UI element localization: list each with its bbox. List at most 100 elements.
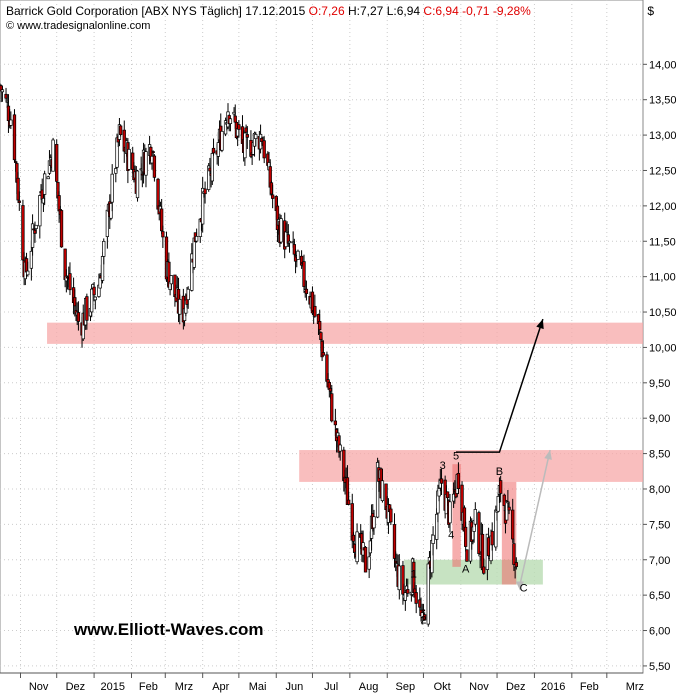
x-tick-label: Nov <box>469 681 489 693</box>
candle-body <box>465 549 469 562</box>
candle-body <box>228 118 233 124</box>
candle-body <box>502 494 506 506</box>
projection-layer <box>456 318 552 591</box>
candle-body <box>29 250 34 269</box>
candle-body <box>496 495 500 512</box>
candle-body <box>169 275 173 285</box>
candle-body <box>380 480 385 502</box>
alt-projection-tail <box>515 581 524 591</box>
candle-body <box>151 151 155 153</box>
candle-body <box>201 187 205 225</box>
candle-body <box>490 530 494 546</box>
y-tick-label: 7,50 <box>649 519 670 531</box>
candle-body <box>414 592 418 604</box>
candle-body <box>346 499 351 505</box>
y-tick-label: 12,50 <box>649 165 677 177</box>
wave-label: B <box>496 466 503 478</box>
candle-body <box>299 255 304 266</box>
candle-body <box>473 509 477 525</box>
candle-body <box>397 565 401 591</box>
x-tick-label: Nov <box>29 681 49 693</box>
candle-body <box>42 173 47 195</box>
y-tick-label: 8,00 <box>649 484 670 496</box>
candle-body <box>279 218 283 243</box>
candle-body <box>310 291 315 314</box>
low-value: L:6,94 <box>386 4 421 18</box>
x-tick-label: Dez <box>506 681 526 693</box>
y-tick-label: 11,00 <box>649 272 676 284</box>
wave-label: 1 <box>411 568 417 580</box>
x-tick-label: Feb <box>139 681 158 693</box>
wave-label: C <box>520 583 528 595</box>
candle-body <box>207 165 211 190</box>
candle-body <box>9 119 13 126</box>
y-tick-label: 12,00 <box>649 201 677 213</box>
candle-body <box>17 200 21 203</box>
wave-label: 5 <box>453 450 459 462</box>
candle-body <box>456 473 461 489</box>
x-tick-label: Okt <box>434 681 451 693</box>
candle-body <box>445 491 450 499</box>
candle-body <box>262 140 266 159</box>
candle-body <box>102 240 106 257</box>
candle-body <box>243 132 247 159</box>
candle-body <box>85 296 89 321</box>
title-text: Barrick Gold Corporation [ABX NYS Täglic… <box>6 4 306 18</box>
candle-body <box>439 478 444 484</box>
y-tick-label: 10,00 <box>649 342 677 354</box>
candle-body <box>512 543 516 565</box>
x-tick-label: Jul <box>324 681 338 693</box>
candle-body <box>16 177 20 201</box>
candle-body <box>318 321 322 331</box>
y-tick-label: 6,00 <box>649 626 670 638</box>
candle-body <box>338 444 342 452</box>
candle-body <box>21 205 25 261</box>
candle-body <box>435 513 439 540</box>
candle-body <box>367 556 371 570</box>
x-tick-label: Jun <box>285 681 303 693</box>
candle-body <box>210 153 214 182</box>
x-tick-label: Apr <box>212 681 229 693</box>
candle-body <box>220 131 224 151</box>
projection-path <box>456 318 544 453</box>
wave-label: 2 <box>420 614 426 626</box>
candle-body <box>372 516 376 529</box>
x-tick-label: Dez <box>66 681 86 693</box>
candle-body <box>51 139 55 172</box>
candle-body <box>330 393 334 422</box>
alt-projection-arrowhead <box>544 450 552 460</box>
y-tick-label: 13,50 <box>649 95 677 107</box>
candle-body <box>319 332 323 341</box>
candle-body <box>403 592 407 601</box>
candle-body <box>437 488 441 497</box>
y-tick-label: 8,50 <box>649 449 670 461</box>
candle-body <box>127 148 131 170</box>
candle-body <box>161 231 165 238</box>
candle-body <box>160 208 164 232</box>
y-tick-label: 11,50 <box>649 236 676 248</box>
candle-body <box>30 223 35 248</box>
projection-arrowhead <box>536 319 544 330</box>
candle-body <box>90 288 94 313</box>
source-credit: © www.tradesignalonline.com <box>6 20 151 32</box>
alt-projection-path <box>519 449 551 585</box>
candle-body <box>296 250 300 260</box>
wave-label: A <box>462 563 470 575</box>
resistance-zone <box>47 322 644 344</box>
candle-body <box>389 508 393 523</box>
y-tick-label: 10,50 <box>649 307 677 319</box>
candle-body <box>494 509 498 548</box>
close-value: C:6,94 <box>423 4 459 18</box>
candle-body <box>164 236 169 280</box>
candle-body <box>426 563 430 625</box>
candle-body <box>477 512 481 554</box>
candle-body <box>254 134 258 139</box>
candle-body <box>46 176 50 180</box>
candle-body <box>186 288 190 301</box>
candle-body <box>355 531 359 563</box>
candle-body <box>59 210 64 248</box>
candle-body <box>38 195 42 227</box>
candle-body <box>287 240 292 244</box>
candle-body <box>363 546 368 573</box>
